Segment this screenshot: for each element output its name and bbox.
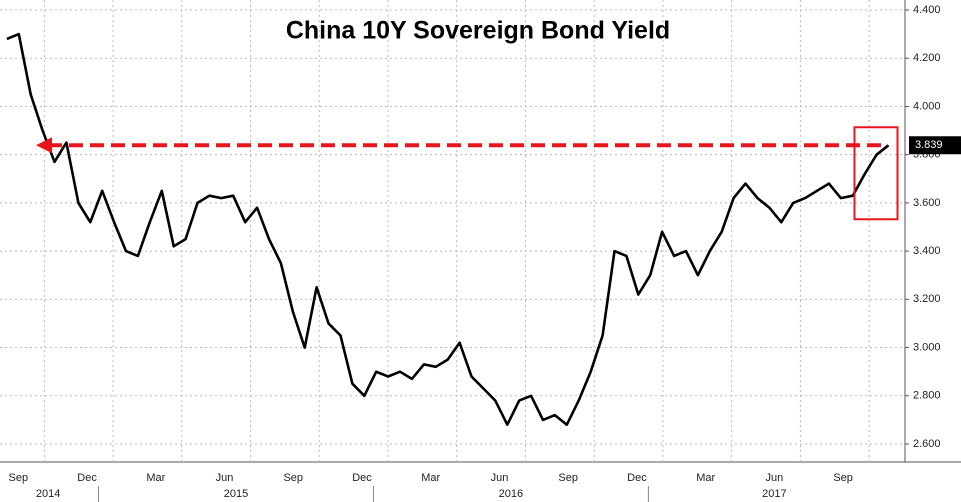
last-value-label: 3.839 — [915, 139, 943, 151]
y-tick-label: 4.200 — [913, 52, 941, 64]
y-tick-label: 3.000 — [913, 341, 941, 353]
highlight-box — [853, 126, 899, 221]
x-tick-label: Dec — [77, 472, 97, 484]
x-tick-label: Sep — [558, 472, 578, 484]
data-line — [6, 32, 890, 426]
last-value-box — [909, 136, 961, 155]
chart-title: China 10Y Sovereign Bond Yield — [286, 17, 670, 45]
x-tick-label: Dec — [627, 472, 647, 484]
year-label: 2017 — [762, 488, 786, 500]
x-tick-label: Jun — [216, 472, 234, 484]
y-tick-label: 2.600 — [913, 438, 941, 450]
x-tick-label: Sep — [283, 472, 303, 484]
x-tick-label: Mar — [696, 472, 715, 484]
y-tick-label: 3.400 — [913, 245, 941, 257]
x-tick-label: Sep — [9, 472, 29, 484]
y-tick-label: 2.800 — [913, 390, 941, 402]
year-label: 2015 — [224, 488, 248, 500]
year-label: 2014 — [36, 488, 60, 500]
arrow-head — [36, 137, 52, 154]
x-tick-label: Jun — [491, 472, 509, 484]
y-tick-label: 4.000 — [913, 100, 941, 112]
x-tick-label: Sep — [833, 472, 853, 484]
y-tick-label: 3.600 — [913, 197, 941, 209]
x-tick-label: Mar — [146, 472, 165, 484]
y-tick-label: 3.200 — [913, 293, 941, 305]
y-tick-label: 4.400 — [913, 4, 941, 16]
x-tick-label: Mar — [421, 472, 440, 484]
x-tick-label: Dec — [352, 472, 372, 484]
x-tick-label: Jun — [766, 472, 784, 484]
year-label: 2016 — [499, 488, 523, 500]
